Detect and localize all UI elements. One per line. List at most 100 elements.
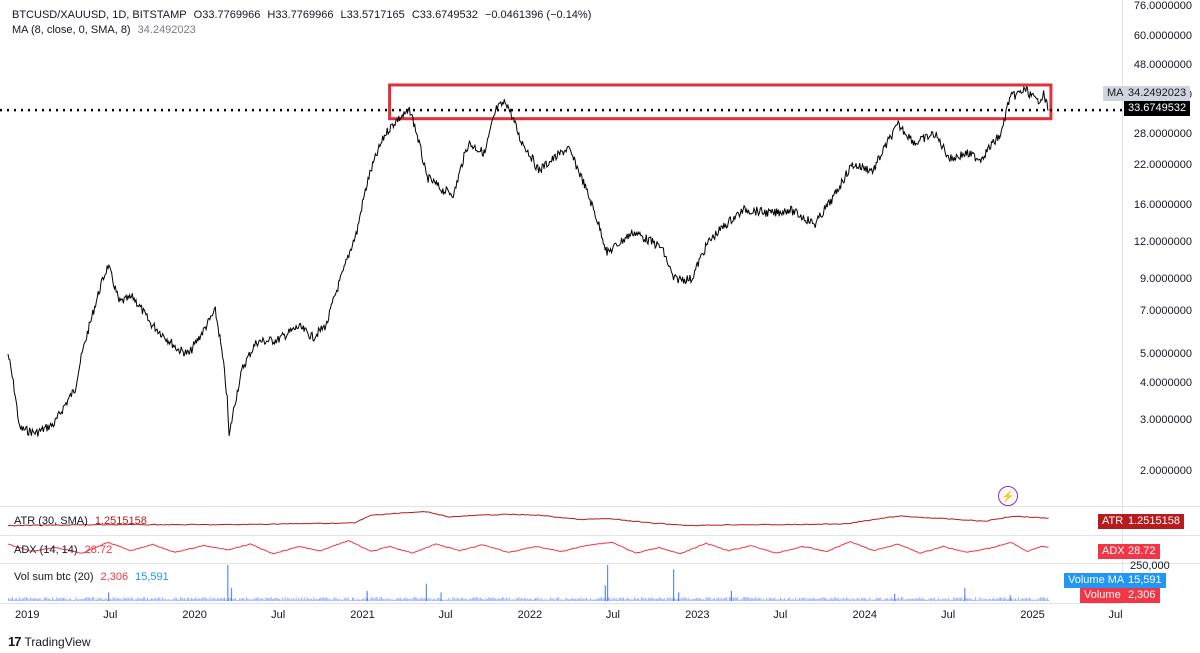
volume-bar [755,597,757,601]
volume-bar [684,597,686,601]
pane-separator-adx[interactable] [0,535,1200,536]
volume-bar [16,597,18,601]
volume-bar [335,597,337,601]
volume-bar [269,597,271,601]
volume-bar [192,598,194,601]
price-tick-label: 48.0000000 [1133,58,1192,71]
volume-bar [380,597,382,601]
volume-bar [950,599,952,601]
volume-bar [218,598,220,601]
volume-bar [775,600,777,601]
volume-bar [826,599,828,601]
volume-bar [986,599,988,601]
volume-bar [394,600,396,601]
time-axis-label: Jul [271,609,286,621]
volume-bar [433,598,435,601]
volume-bar [346,598,348,601]
volume-bar [722,599,724,601]
volume-bar [673,598,675,601]
volume-bar [446,599,448,601]
volume-bar [87,597,89,601]
volume-bar [1042,597,1044,601]
volume-bar [440,592,442,601]
price-scale[interactable] [1122,0,1200,603]
volume-bar [1038,598,1040,601]
volume-bar [352,597,353,601]
volume-bar [411,599,413,601]
volume-bar [607,597,609,601]
volume-bar [471,597,473,601]
volume-bar [687,597,689,601]
volume-bar [643,598,645,601]
volume-bar [420,597,422,601]
volume-bar [8,598,9,601]
volume-bar [460,597,462,601]
volume-bar [136,599,137,601]
volume-bar [456,597,458,601]
atr-tag-value: 1.2515158 [1124,514,1184,529]
volume-bar [940,599,942,601]
volume-bar [880,597,882,601]
volume-bar [243,598,245,601]
volume-bar [636,598,638,601]
volume-bar [706,598,708,601]
volume-bar [576,599,578,601]
lightning-icon[interactable]: ⚡ [998,486,1018,506]
volume-bar [276,597,278,601]
volume-bar [716,597,718,601]
volume-bar [504,599,506,601]
volume-bar [565,598,567,601]
volume-bar [675,599,677,601]
volume-bar [413,597,415,601]
volume-bar [923,599,924,601]
volume-bar [273,598,275,601]
volume-bar [579,599,580,601]
volume-bar [884,598,886,601]
volume-bar [262,598,264,601]
volume-bar [407,599,408,601]
volume-bar [869,597,871,601]
volume-bar [660,597,662,601]
volume-bar [482,598,484,601]
volume-bar [323,597,325,601]
volume-bar [572,597,574,601]
volume-bar [309,598,311,601]
volume-bar [1000,597,1001,601]
volume-bar [708,597,710,601]
volume-bar [365,597,367,601]
pane-separator-atr[interactable] [0,506,1200,507]
volume-bar [870,599,872,601]
volume-bar [929,598,931,601]
volume-bar [883,600,885,601]
volume-bar [554,599,556,601]
volume-bar [581,599,583,601]
volume-bar [208,599,210,601]
ma-tag-value: 34.2492023 [1124,86,1191,101]
volume-bar [673,569,675,601]
volume-bar [1035,599,1037,601]
volume-bar [104,598,106,601]
tradingview-brand[interactable]: 17 TradingView [8,634,91,649]
volume-bar [894,593,896,601]
volume-bar [960,597,962,601]
volume-bar [345,598,347,601]
pane-separator-volume[interactable] [0,563,1200,564]
volume-bar [752,597,754,601]
volume-bar [221,597,223,601]
volume-bar [230,588,233,601]
time-axis-label: 2020 [182,609,207,621]
volume-bar [980,598,982,601]
volume-bar [704,599,706,601]
volume-bar [958,598,960,601]
volume-bar [964,588,966,601]
volume-bar [729,597,730,601]
volume-bar [829,598,831,601]
volume-bar [789,597,791,601]
volume-bar [515,598,517,601]
time-axis[interactable] [0,603,1122,628]
volume-bar [374,598,375,601]
price-tick-label: 5.0000000 [1140,348,1192,361]
volume-bar [115,598,117,601]
volume-bar [235,598,236,601]
